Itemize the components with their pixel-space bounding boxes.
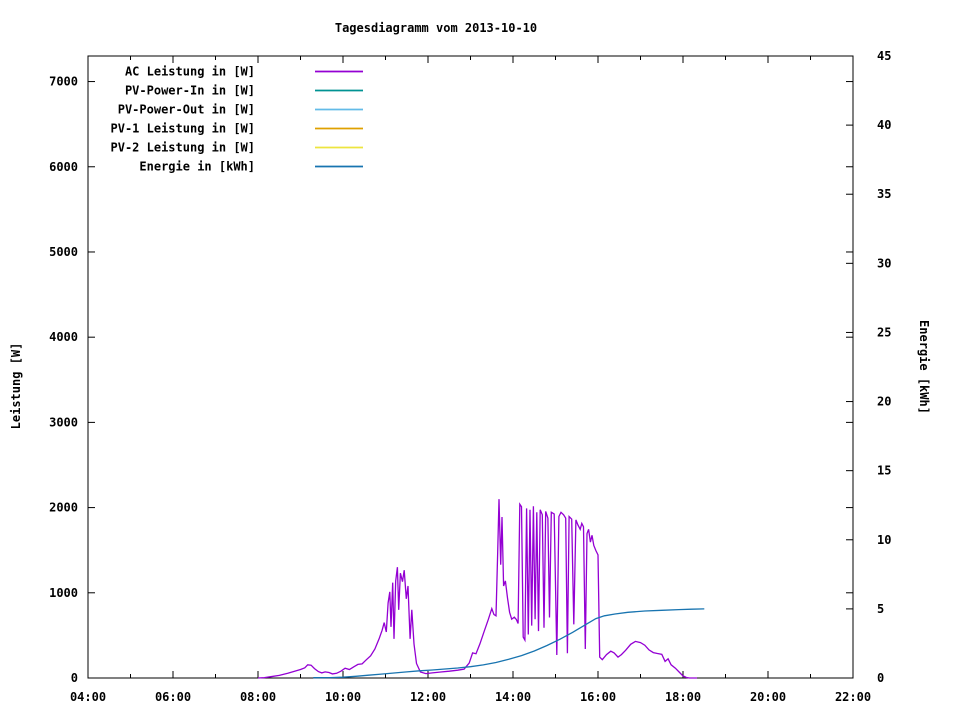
x-tick-label: 14:00 [495, 690, 531, 704]
x-tick-label: 08:00 [240, 690, 276, 704]
y-tick-label: 6000 [49, 160, 78, 174]
legend-item-pv-power-in-in-w: PV-Power-In in [W] [125, 84, 363, 98]
x-tick-label: 18:00 [665, 690, 701, 704]
y2-axis-ticks: 0 5 10 15 20 25 30 35 40 45 [846, 49, 891, 685]
y-tick-label: 2000 [49, 501, 78, 515]
legend-item-pv-2-leistung-in-w: PV-2 Leistung in [W] [111, 141, 363, 155]
x-axis-ticks: 04:00 06:00 08:00 10:00 12:00 14:00 16:00 18:00… [70, 56, 871, 704]
legend-label: PV-Power-Out in [W] [118, 103, 255, 117]
legend-label: PV-2 Leistung in [W] [111, 141, 256, 155]
y-tick-label: 1000 [49, 586, 78, 600]
legend: AC Leistung in [W] PV-Power-In in [W] PV-P… [111, 65, 363, 174]
legend-label: PV-1 Leistung in [W] [111, 122, 256, 136]
y-tick-label: 0 [71, 671, 78, 685]
legend-item-energie-in-kwh: Energie in [kWh] [139, 160, 363, 174]
y2-tick-label: 0 [877, 671, 884, 685]
y2-tick-label: 45 [877, 49, 891, 63]
x-tick-label: 16:00 [580, 690, 616, 704]
x-tick-label: 20:00 [750, 690, 786, 704]
y-axis-label: Leistung [W] [9, 342, 23, 430]
legend-label: PV-Power-In in [W] [125, 84, 255, 98]
x-tick-label: 10:00 [325, 690, 361, 704]
x-tick-label: 12:00 [410, 690, 446, 704]
y2-tick-label: 15 [877, 464, 891, 478]
y2-tick-label: 25 [877, 325, 891, 339]
legend-item-ac-leistung-in-w: AC Leistung in [W] [125, 65, 363, 79]
legend-item-pv-power-out-in-w: PV-Power-Out in [W] [118, 103, 363, 117]
x-tick-label: 04:00 [70, 690, 106, 704]
y2-axis-label: Energie [kWh] [917, 320, 931, 414]
y2-tick-label: 30 [877, 256, 891, 270]
y-tick-label: 5000 [49, 245, 78, 259]
series-group [257, 499, 705, 679]
y-tick-label: 7000 [49, 75, 78, 89]
legend-item-pv-1-leistung-in-w: PV-1 Leistung in [W] [111, 122, 363, 136]
x-tick-label: 22:00 [835, 690, 871, 704]
y-tick-label: 3000 [49, 415, 78, 429]
y-tick-label: 4000 [49, 330, 78, 344]
legend-label: Energie in [kWh] [139, 160, 255, 174]
y2-tick-label: 10 [877, 533, 891, 547]
y-axis-ticks: 0 1000 2000 3000 4000 5000 6000 7000 [49, 75, 853, 685]
y2-tick-label: 40 [877, 118, 891, 132]
y2-tick-label: 35 [877, 187, 891, 201]
series-ac-leistung-in-w [257, 499, 697, 679]
x-tick-label: 06:00 [155, 690, 191, 704]
chart-title: Tagesdiagramm vom 2013-10-10 [334, 21, 538, 35]
series-energie-in-kwh [313, 608, 705, 679]
y2-tick-label: 5 [877, 602, 884, 616]
y2-tick-label: 20 [877, 395, 891, 409]
legend-label: AC Leistung in [W] [125, 65, 255, 79]
